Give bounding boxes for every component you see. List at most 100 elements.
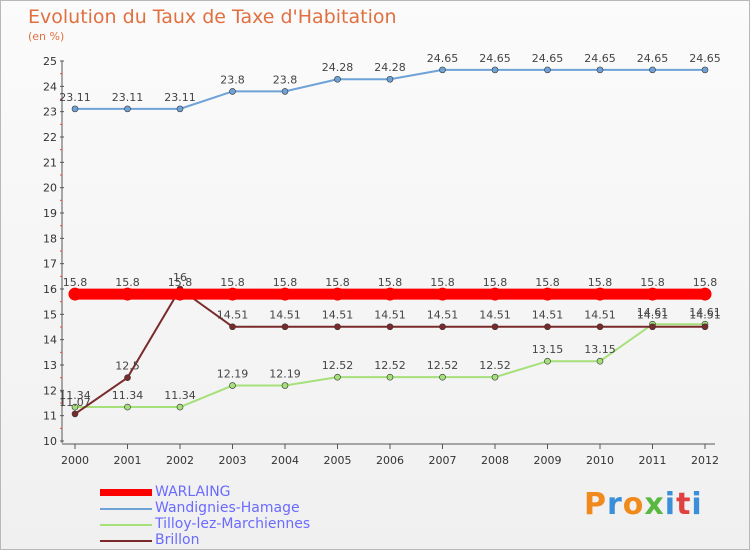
data-point-brillon [229,323,236,331]
data-point-wandignies-hamage [386,75,394,83]
data-point-warlaing [121,287,134,301]
data-point-brillon [71,410,79,418]
data-point-brillon [701,323,709,331]
data-label-wandignies-hamage: 24.65 [637,52,669,65]
data-point-brillon [649,323,656,331]
data-point-tilloy-lez-marchiennes [229,382,236,389]
data-label-tilloy-lez-marchiennes: 11.34 [112,389,144,402]
data-point-warlaing [383,287,397,301]
data-label-tilloy-lez-marchiennes: 12.52 [427,359,459,372]
legend-item-warlaing: WARLAING [100,484,340,501]
data-point-brillon [386,323,394,331]
data-label-brillon: 14.51 [637,309,669,322]
y-tick-label: 25 [43,55,57,68]
data-label-warlaing: 15.8 [640,276,665,289]
data-label-tilloy-lez-marchiennes: 12.52 [479,359,511,372]
data-point-wandignies-hamage [701,66,709,74]
data-point-tilloy-lez-marchiennes [439,373,446,381]
y-tick-label: 19 [43,207,57,220]
legend-label-wandignies-hamage: Wandignies-Hamage [155,500,300,516]
legend-label-warlaing: WARLAING [155,484,231,500]
data-label-wandignies-hamage: 24.28 [374,61,406,74]
data-label-tilloy-lez-marchiennes: 12.52 [322,359,354,372]
data-point-wandignies-hamage [649,66,656,74]
data-label-tilloy-lez-marchiennes: 12.19 [269,368,301,381]
logo-letter: r [607,487,623,522]
data-label-wandignies-hamage: 23.8 [220,73,245,86]
data-labels: 23.11 23.11 23.11 23.8 23.8 24.28 24.28 24.65 24… [59,52,721,409]
x-tick-label: 2005 [324,454,352,467]
data-label-wandignies-hamage: 24.28 [322,61,354,74]
proxiti-logo: Proxiti [584,487,703,522]
data-point-wandignies-hamage [439,66,446,74]
chart-title: Evolution du Taux de Taxe d'Habitation [28,6,397,28]
data-label-tilloy-lez-marchiennes: 14.61 [689,306,721,319]
data-point-wandignies-hamage [334,75,341,83]
x-tick-label: 2006 [376,454,404,467]
logo-letter: i [691,487,703,522]
data-point-brillon [544,323,551,331]
data-point-warlaing [541,287,554,301]
data-point-tilloy-lez-marchiennes [596,357,604,365]
data-point-warlaing [331,287,344,301]
data-label-warlaing: 15.8 [325,276,350,289]
data-point-warlaing [68,287,82,301]
data-point-warlaing [646,287,659,301]
data-label-tilloy-lez-marchiennes: 13.15 [584,343,616,356]
data-label-wandignies-hamage: 24.65 [532,52,564,65]
data-label-wandignies-hamage: 23.11 [164,91,196,104]
legend: WARLAING Wandignies-Hamage Tilloy-lez-Ma… [100,484,340,549]
data-point-wandignies-hamage [596,66,604,74]
data-point-tilloy-lez-marchiennes [386,373,394,381]
data-label-tilloy-lez-marchiennes: 14.61 [637,306,669,319]
legend-item-brillon: Brillon [100,532,340,549]
x-tick-label: 2008 [481,454,509,467]
axes: 10 11 12 13 14 15 16 17 18 19 20 21 22 23 24 25 2000 2001… [43,55,719,467]
data-label-wandignies-hamage: 23.8 [273,73,298,86]
data-point-warlaing [173,287,187,301]
data-label-warlaing: 15.8 [535,276,560,289]
data-point-wandignies-hamage [176,105,184,113]
data-label-tilloy-lez-marchiennes: 12.52 [374,359,406,372]
y-tick-label: 16 [43,283,57,296]
data-label-warlaing: 15.8 [168,276,193,289]
y-tick-label: 24 [43,80,57,93]
logo-letter: t [676,487,692,522]
data-point-brillon [439,323,446,331]
data-label-tilloy-lez-marchiennes: 11.34 [164,389,196,402]
legend-label-brillon: Brillon [155,532,200,548]
data-point-tilloy-lez-marchiennes [124,403,131,411]
data-label-brillon: 14.51 [322,309,354,322]
data-point-brillon [491,323,499,331]
y-tick-label: 21 [43,156,57,169]
data-point-wandignies-hamage [491,66,499,74]
data-label-warlaing: 15.8 [220,276,245,289]
data-label-warlaing: 15.8 [378,276,403,289]
data-label-warlaing: 15.8 [273,276,298,289]
x-tick-label: 2012 [691,454,719,467]
data-point-tilloy-lez-marchiennes [491,373,499,381]
data-label-warlaing: 15.8 [115,276,140,289]
data-label-wandignies-hamage: 24.65 [479,52,511,65]
logo-letter: P [584,487,607,522]
data-label-brillon: 14.51 [269,309,301,322]
data-point-tilloy-lez-marchiennes [71,403,79,411]
data-label-wandignies-hamage: 24.65 [689,52,721,65]
data-label-brillon: 14.51 [479,309,511,322]
logo-letter: i [664,487,677,522]
data-point-wandignies-hamage [124,105,131,113]
x-tick-label: 2000 [61,454,89,467]
x-tick-label: 2010 [586,454,614,467]
y-tick-label: 17 [43,258,57,271]
data-label-warlaing: 15.8 [63,276,88,289]
data-label-brillon: 14.51 [532,309,564,322]
data-label-brillon: 14.51 [217,309,249,322]
logo-letter: x [644,487,665,522]
y-tick-label: 15 [43,308,57,321]
data-point-tilloy-lez-marchiennes [281,382,289,389]
y-tick-label: 10 [43,435,57,448]
y-tick-label: 20 [43,182,57,195]
data-label-brillon: 11.07 [59,396,91,409]
